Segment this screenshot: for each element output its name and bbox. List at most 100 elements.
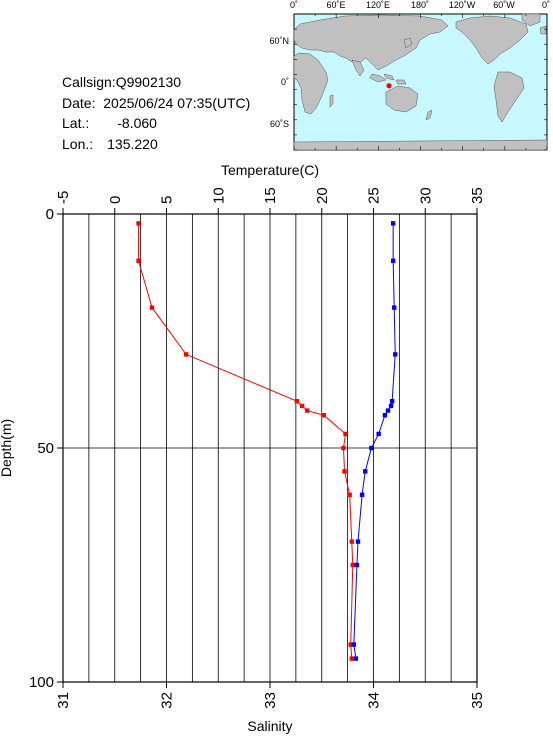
- salinity-tick-labels: 31 32 33 34 35: [55, 692, 486, 709]
- salinity-point: [390, 258, 396, 263]
- temperature-tick-label: 15: [262, 187, 279, 204]
- land-uk: [539, 25, 547, 35]
- longitude-value: 135.220: [107, 135, 158, 152]
- temperature-point: [305, 408, 310, 413]
- temperature-series: [136, 221, 355, 661]
- land-india: [351, 59, 365, 77]
- depth-tick-label: 50: [37, 440, 54, 457]
- land-indonesia: [369, 73, 407, 85]
- temperature-point: [299, 403, 305, 409]
- salinity-line: [353, 223, 396, 659]
- temperature-point: [343, 431, 348, 437]
- map-lon-label: 120˚E: [366, 0, 390, 10]
- map-lat-label: 0˚: [281, 77, 289, 87]
- chart-grid: [63, 214, 477, 682]
- latitude-row: Lat.: -8.060: [62, 113, 250, 134]
- map-lon-label: 0˚: [542, 0, 550, 10]
- station-location-marker: [386, 83, 392, 89]
- map-lat-label: 60˚N: [269, 36, 289, 46]
- temperature-point: [136, 258, 141, 263]
- land-madagascar: [329, 94, 334, 108]
- salinity-point: [392, 305, 397, 310]
- salinity-point: [382, 413, 388, 418]
- temperature-point: [183, 352, 189, 357]
- temperature-tick-label: 5: [159, 196, 176, 204]
- land-north-america: [455, 15, 529, 65]
- salinity-point: [351, 642, 357, 647]
- salinity-point: [389, 399, 395, 404]
- salinity-tick-label: 33: [262, 692, 279, 709]
- salinity-point: [385, 408, 391, 413]
- temperature-tick-label: 0: [107, 196, 124, 204]
- latitude-label: Lat.:: [62, 115, 90, 131]
- map-lon-label: 120˚W: [449, 0, 476, 10]
- temperature-line: [138, 223, 354, 659]
- map-lon-label: 180˚: [411, 0, 429, 10]
- map-longitude-labels: 0˚ 60˚E 120˚E 180˚ 120˚W 60˚W 0˚: [290, 0, 550, 10]
- salinity-point: [359, 492, 365, 497]
- temperature-tick-label: 25: [366, 187, 383, 204]
- map-lon-label: 0˚: [290, 0, 298, 10]
- salinity-point: [388, 403, 394, 409]
- salinity-axis-title: Salinity: [247, 718, 292, 734]
- map-frame: 0˚ 60˚E 120˚E 180˚ 120˚W 60˚W 0˚ 60˚N 0˚…: [269, 0, 550, 151]
- axis-ticks: [57, 208, 478, 688]
- temperature-tick-labels: -5 0 5 10 15 20 25 30 35: [55, 187, 486, 204]
- salinity-tick-label: 32: [159, 692, 176, 709]
- map-lon-label: 60˚E: [326, 0, 345, 10]
- land-australia: [385, 85, 419, 113]
- temperature-point: [349, 539, 354, 544]
- temperature-point: [349, 656, 354, 661]
- salinity-tick-label: 35: [469, 692, 486, 709]
- salinity-point: [363, 469, 368, 474]
- longitude-label: Lon.:: [62, 135, 94, 152]
- temperature-point: [342, 469, 347, 474]
- map-latitude-labels: 60˚N 0˚ 60˚S: [269, 36, 289, 129]
- callsign-text: Callsign:Q9902130: [62, 74, 182, 90]
- temperature-point: [321, 413, 327, 418]
- salinity-point: [390, 221, 396, 226]
- map-ticks: [293, 13, 548, 151]
- land-eurasia: [293, 14, 449, 71]
- salinity-tick-label: 31: [55, 692, 72, 709]
- salinity-point: [354, 562, 360, 568]
- temperature-tick-label: 30: [417, 187, 434, 204]
- latitude-value: -8.060: [117, 115, 157, 131]
- temperature-point: [149, 305, 155, 310]
- depth-axis-title: Depth(m): [0, 419, 14, 477]
- temperature-point: [294, 399, 300, 404]
- temperature-point: [347, 492, 352, 497]
- series-layer: [136, 221, 398, 661]
- land-new-zealand: [425, 109, 433, 121]
- temperature-tick-label: 20: [314, 187, 331, 204]
- temperature-axis-title: Temperature(C): [221, 162, 319, 178]
- land-greenland: [521, 13, 541, 27]
- salinity-point: [355, 539, 361, 544]
- temperature-tick-label: -5: [55, 191, 72, 204]
- temperature-point: [341, 445, 346, 451]
- station-info: Callsign:Q9902130 Date: 2025/06/24 07:35…: [62, 72, 250, 154]
- salinity-point: [353, 656, 359, 661]
- land-japan: [403, 37, 413, 49]
- temperature-tick-label: 35: [469, 187, 486, 204]
- longitude-row: Lon.: 135.220: [62, 134, 250, 155]
- land-south-america: [493, 71, 525, 123]
- map-lat-label: 60˚S: [270, 119, 289, 129]
- map-land: [293, 13, 548, 151]
- land-africa: [293, 52, 329, 115]
- depth-tick-labels: 0 50 100: [29, 206, 54, 691]
- salinity-point: [393, 352, 398, 357]
- map-lon-label: 60˚W: [493, 0, 515, 10]
- salinity-series: [351, 221, 398, 661]
- date-text: Date: 2025/06/24 07:35(UTC): [62, 94, 251, 111]
- temperature-point: [136, 221, 141, 226]
- temperature-point: [350, 562, 355, 568]
- temperature-point: [348, 642, 353, 647]
- depth-tick-label: 0: [46, 206, 54, 223]
- temperature-tick-label: 10: [210, 187, 227, 204]
- salinity-point: [369, 445, 374, 451]
- salinity-tick-label: 34: [366, 692, 383, 709]
- depth-tick-label: 100: [29, 674, 54, 691]
